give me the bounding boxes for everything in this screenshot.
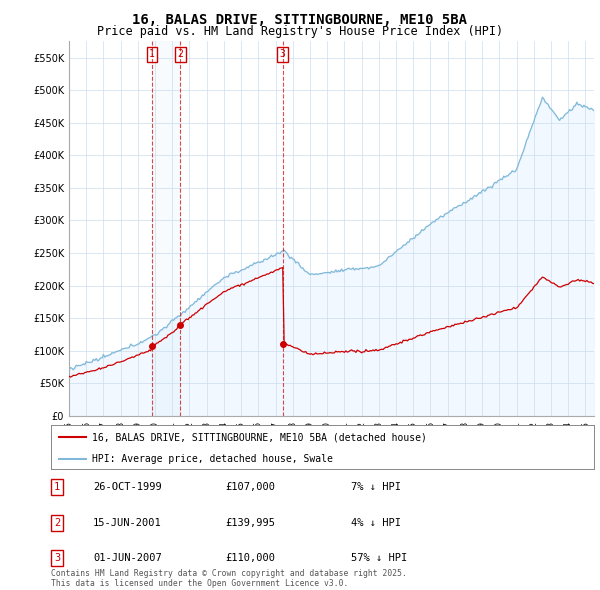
Text: £107,000: £107,000 (225, 483, 275, 492)
Text: 2: 2 (177, 50, 183, 60)
Text: £110,000: £110,000 (225, 553, 275, 563)
Text: 4% ↓ HPI: 4% ↓ HPI (351, 518, 401, 527)
Text: 1: 1 (54, 483, 60, 492)
Text: 3: 3 (54, 553, 60, 563)
Text: 57% ↓ HPI: 57% ↓ HPI (351, 553, 407, 563)
Bar (152, 41, 180, 416)
Text: 16, BALAS DRIVE, SITTINGBOURNE, ME10 5BA: 16, BALAS DRIVE, SITTINGBOURNE, ME10 5BA (133, 13, 467, 27)
Text: 3: 3 (280, 50, 286, 60)
Text: 1: 1 (149, 50, 155, 60)
Text: 15-JUN-2001: 15-JUN-2001 (93, 518, 162, 527)
Text: 01-JUN-2007: 01-JUN-2007 (93, 553, 162, 563)
Text: Contains HM Land Registry data © Crown copyright and database right 2025.
This d: Contains HM Land Registry data © Crown c… (51, 569, 407, 588)
Text: 2: 2 (54, 518, 60, 527)
Text: Price paid vs. HM Land Registry's House Price Index (HPI): Price paid vs. HM Land Registry's House … (97, 25, 503, 38)
Text: 16, BALAS DRIVE, SITTINGBOURNE, ME10 5BA (detached house): 16, BALAS DRIVE, SITTINGBOURNE, ME10 5BA… (92, 432, 427, 442)
Text: £139,995: £139,995 (225, 518, 275, 527)
Text: 26-OCT-1999: 26-OCT-1999 (93, 483, 162, 492)
Text: HPI: Average price, detached house, Swale: HPI: Average price, detached house, Swal… (92, 454, 332, 464)
Text: 7% ↓ HPI: 7% ↓ HPI (351, 483, 401, 492)
